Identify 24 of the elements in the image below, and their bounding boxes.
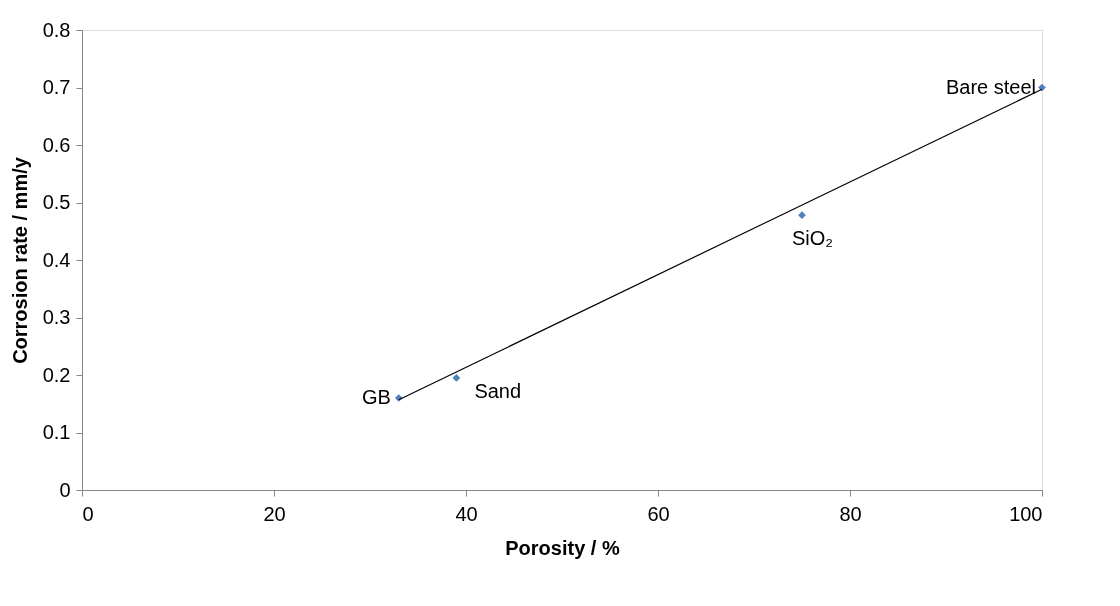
x-tick-label: 60 bbox=[647, 502, 670, 525]
y-tick-label: 0.6 bbox=[42, 133, 71, 156]
point bbox=[452, 374, 461, 382]
annotation: Sand bbox=[474, 379, 522, 402]
x-tick-label: 0 bbox=[82, 502, 94, 525]
y-tick-label: 0.1 bbox=[42, 421, 71, 443]
y-tick-label: 0.3 bbox=[42, 306, 71, 328]
x-tick-label: 100 bbox=[1009, 502, 1043, 525]
point bbox=[1038, 83, 1046, 92]
x-tick-label: 20 bbox=[263, 502, 286, 525]
y-tick-label: 0.5 bbox=[42, 191, 71, 213]
y-tick-label: 0 bbox=[59, 478, 71, 501]
y-tick-label: 0.8 bbox=[42, 18, 71, 41]
point bbox=[798, 211, 806, 220]
y-tick-label: 0.4 bbox=[42, 248, 71, 271]
annotation: GB bbox=[361, 386, 391, 408]
y-tick-label: 0.2 bbox=[42, 363, 71, 386]
annotation: Bare steel bbox=[945, 75, 1036, 98]
y-axis-title: Corrosion rate / mm/y bbox=[8, 156, 31, 364]
x-axis-title: Porosity / % bbox=[505, 536, 620, 559]
annotation: SiO₂ bbox=[792, 227, 834, 250]
x-tick-label: 80 bbox=[839, 502, 862, 525]
x-tick-label: 40 bbox=[455, 502, 478, 525]
y-tick-label: 0.7 bbox=[42, 76, 71, 98]
